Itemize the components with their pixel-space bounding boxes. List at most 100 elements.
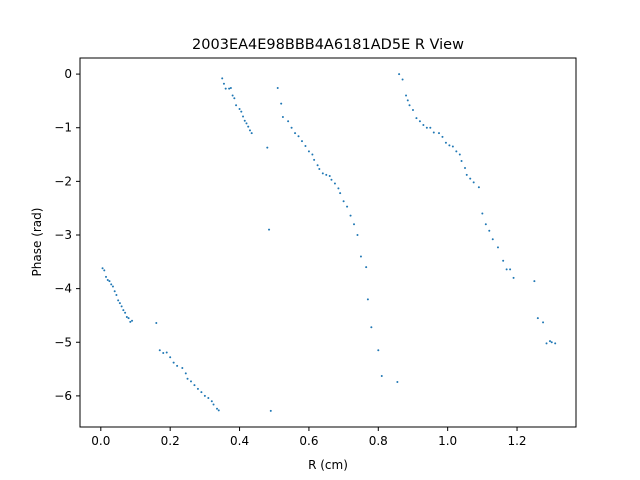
data-point	[365, 266, 368, 269]
data-point	[169, 356, 172, 359]
data-point	[502, 259, 505, 262]
data-point	[481, 212, 484, 215]
data-point	[172, 361, 175, 364]
data-point	[429, 126, 432, 129]
data-point	[377, 349, 380, 352]
data-point	[103, 269, 106, 272]
y-tick-label: −5	[54, 335, 72, 349]
data-point	[550, 341, 553, 344]
data-point	[408, 104, 411, 107]
data-point	[316, 164, 319, 167]
data-point	[210, 400, 213, 403]
data-point	[325, 173, 328, 176]
data-point	[281, 115, 284, 118]
data-point	[472, 181, 475, 184]
data-point	[406, 99, 409, 102]
data-point	[311, 153, 314, 156]
data-point	[491, 238, 494, 241]
data-point	[533, 280, 536, 283]
chart-title: 2003EA4E98BBB4A6181AD5E R View	[192, 37, 464, 53]
data-point	[484, 223, 487, 226]
data-point	[422, 124, 425, 127]
data-point	[266, 146, 269, 149]
data-point	[469, 177, 472, 180]
data-point	[290, 126, 293, 129]
data-point	[189, 380, 192, 383]
data-point	[158, 349, 161, 352]
data-point	[222, 82, 225, 85]
data-point	[108, 280, 111, 283]
data-point	[221, 77, 224, 80]
data-point	[437, 132, 440, 135]
data-points	[101, 73, 557, 412]
y-axis-label: Phase (rad)	[30, 208, 44, 277]
data-point	[444, 141, 447, 144]
data-point	[113, 290, 116, 293]
data-point	[235, 104, 238, 107]
data-point	[196, 387, 199, 390]
data-point	[240, 110, 243, 113]
data-point	[460, 159, 463, 162]
data-point	[118, 302, 121, 305]
data-point	[342, 200, 345, 203]
data-point	[330, 178, 333, 181]
data-point	[229, 87, 232, 90]
data-point	[124, 311, 127, 314]
data-point	[411, 109, 414, 112]
x-tick-label: 0.0	[91, 434, 110, 448]
data-point	[300, 140, 303, 143]
x-tick-label: 0.2	[161, 434, 180, 448]
data-point	[380, 375, 383, 378]
data-point	[313, 158, 316, 161]
data-point	[238, 107, 241, 110]
data-point	[212, 403, 215, 406]
data-point	[184, 372, 187, 375]
data-point	[318, 168, 321, 171]
data-point	[155, 321, 158, 324]
x-tick-label: 1.2	[507, 434, 526, 448]
x-tick-label: 1.0	[438, 434, 457, 448]
plot-area	[79, 57, 577, 428]
data-point	[242, 115, 245, 118]
data-point	[269, 409, 272, 412]
data-point	[353, 223, 356, 226]
data-point	[268, 228, 271, 231]
data-point	[554, 342, 557, 345]
x-axis-label: R (cm)	[308, 458, 348, 472]
data-point	[328, 174, 331, 177]
data-point	[217, 409, 220, 412]
data-point	[105, 275, 108, 278]
data-point	[131, 319, 134, 322]
data-point	[321, 172, 324, 175]
data-point	[110, 283, 113, 286]
data-point	[228, 87, 231, 90]
data-point	[224, 87, 227, 90]
data-point	[117, 299, 120, 302]
data-point	[233, 97, 236, 100]
data-point	[120, 305, 123, 308]
data-point	[542, 321, 545, 324]
data-point	[207, 397, 210, 400]
data-point	[536, 317, 539, 320]
data-point	[125, 316, 128, 319]
data-point	[448, 144, 451, 147]
data-point	[477, 186, 480, 189]
data-point	[200, 391, 203, 394]
data-point	[122, 309, 125, 312]
data-point	[248, 129, 251, 132]
y-tick-label: −2	[54, 174, 72, 188]
data-point	[505, 268, 508, 271]
data-point	[359, 255, 362, 258]
data-point	[127, 317, 130, 320]
data-point	[333, 182, 336, 185]
data-point	[294, 132, 297, 135]
data-point	[455, 150, 458, 153]
data-point	[366, 298, 369, 301]
data-point	[451, 145, 454, 148]
data-point	[396, 380, 399, 383]
data-point	[115, 294, 118, 297]
data-point	[425, 126, 428, 129]
y-tick-label: −1	[54, 121, 72, 135]
